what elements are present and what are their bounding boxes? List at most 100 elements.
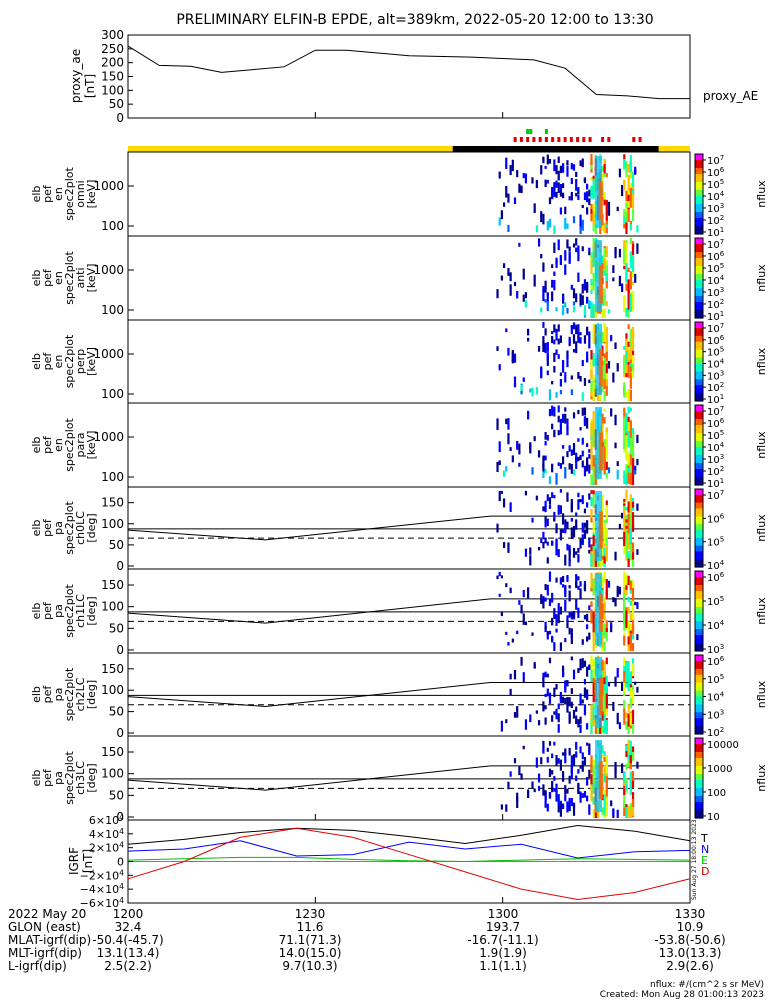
spectrogram-pixel <box>607 360 611 369</box>
colorbar-cell <box>695 363 703 367</box>
colorbar-cell <box>695 816 703 819</box>
spectrogram-pixel <box>529 547 532 555</box>
spectrogram-pixel <box>579 588 582 600</box>
spectrogram-pixel <box>601 725 604 734</box>
colorbar-cell <box>695 543 703 547</box>
spectrogram-pixel <box>548 741 552 746</box>
colorbar-cell <box>695 662 703 666</box>
spectrogram-pixel <box>581 639 584 645</box>
spectrogram-pixel <box>546 631 549 635</box>
spectrogram-pixel <box>548 630 552 635</box>
spectrogram-pixel <box>555 349 558 355</box>
spectrogram-pixel <box>607 211 611 216</box>
spectrogram-pixel <box>590 553 593 567</box>
spectrogram-pixel <box>513 376 517 388</box>
spectrogram-pixel <box>603 199 606 206</box>
status-red-mark <box>563 137 567 142</box>
spectrogram-pixel <box>620 184 624 197</box>
colorbar-tick-label: 102 <box>707 298 724 311</box>
spectrogram-pixel <box>631 254 635 273</box>
spectrogram-pixel <box>623 531 626 547</box>
colorbar-cell <box>695 284 703 287</box>
spectrogram-pixel <box>570 325 573 335</box>
spectrogram-pixel <box>568 196 571 201</box>
colorbar-cell <box>695 726 703 729</box>
spectrogram-pixel <box>592 539 595 561</box>
colorbar-cell <box>695 158 703 161</box>
spectrogram-pixel <box>629 238 632 245</box>
colorbar-cell <box>695 383 703 386</box>
spectrogram-pixel <box>559 379 563 387</box>
spectrogram-pixel <box>623 416 626 431</box>
spectrogram-pixel <box>540 757 543 765</box>
colorbar-cell <box>695 786 703 789</box>
spectrogram-pixel <box>605 626 608 641</box>
colorbar-tick-label: 1000 <box>707 764 732 775</box>
spectrogram-pixel <box>572 348 576 353</box>
ephemeris-value: -53.8(-50.6) <box>654 933 725 947</box>
colorbar-label: nflux <box>755 347 768 375</box>
colorbar-cell <box>695 154 703 157</box>
spectrogram-pixel <box>544 183 547 188</box>
spectrogram-pixel <box>581 450 584 457</box>
spectrogram-pixel <box>581 295 584 305</box>
spectrogram-pixel <box>631 595 635 605</box>
ephemeris-value: 71.1(71.3) <box>279 933 342 947</box>
spectrogram-pixel <box>540 165 543 175</box>
colorbar-cell <box>695 740 703 743</box>
colorbar-cell <box>695 722 703 725</box>
spectrogram-pixel <box>522 613 525 625</box>
colorbar-cell <box>695 668 703 672</box>
spectrogram-pixel <box>566 354 569 358</box>
spectrogram-pixel <box>577 576 580 581</box>
spectrogram-pixel <box>581 219 584 223</box>
spectrogram-pixel <box>544 705 547 710</box>
spectrogram-pixel <box>605 326 608 347</box>
spectrogram-pixel <box>636 634 639 641</box>
spectrogram-pixel <box>603 325 606 338</box>
status-red-mark <box>607 137 611 142</box>
colorbar-cell <box>695 539 703 543</box>
spectrogram-pixel <box>570 517 573 522</box>
panel-ylabel: pa <box>52 688 65 702</box>
spectrogram-pixel <box>631 474 635 485</box>
spectrogram-pixel <box>570 178 573 185</box>
status-red-mark <box>582 137 586 142</box>
colorbar-cell <box>695 212 703 215</box>
spectrogram-pixel <box>507 347 510 356</box>
spectrogram-pixel <box>627 551 630 559</box>
spectrogram-pixel <box>561 183 565 189</box>
ephemeris-value: 1.1(1.1) <box>479 959 527 973</box>
spectrogram-pixel <box>586 520 589 529</box>
spectrogram-pixel <box>588 247 591 254</box>
spectrogram-pixel <box>586 183 589 190</box>
spectrogram-pixel <box>551 335 554 344</box>
spectrogram-pixel <box>564 554 567 566</box>
colorbar-cell <box>695 762 703 765</box>
spectrogram-pixel <box>568 590 571 602</box>
spectrogram-pixel <box>572 288 576 299</box>
spectrogram-pixel <box>605 500 608 506</box>
colorbar-cell <box>695 617 703 620</box>
spectrogram-pixel <box>625 475 628 485</box>
spectrogram-pixel <box>577 769 580 774</box>
spectrogram-pixel <box>548 692 552 704</box>
panel-ylabel: spec2plot <box>63 334 76 388</box>
spectrogram-pixel <box>575 598 578 610</box>
colorbar-cell <box>695 180 703 183</box>
spectrogram-pixel <box>623 503 626 507</box>
spectrogram-peak <box>598 594 603 632</box>
spectrogram-pixel <box>636 225 639 233</box>
colorbar-cell <box>695 589 703 592</box>
spectrogram-pixel <box>631 363 635 371</box>
colorbar-cell <box>695 645 703 648</box>
colorbar-cell <box>695 411 703 414</box>
spectrogram-pixel <box>516 291 519 299</box>
colorbar-cell <box>695 433 703 436</box>
spectrogram-pixel <box>590 421 593 438</box>
spectrogram-pixel <box>625 763 628 770</box>
spectrogram-pixel <box>605 301 608 307</box>
spectrogram-pixel <box>566 242 569 249</box>
spectrogram-pixel <box>577 251 580 262</box>
spectrogram-pixel <box>614 761 617 773</box>
